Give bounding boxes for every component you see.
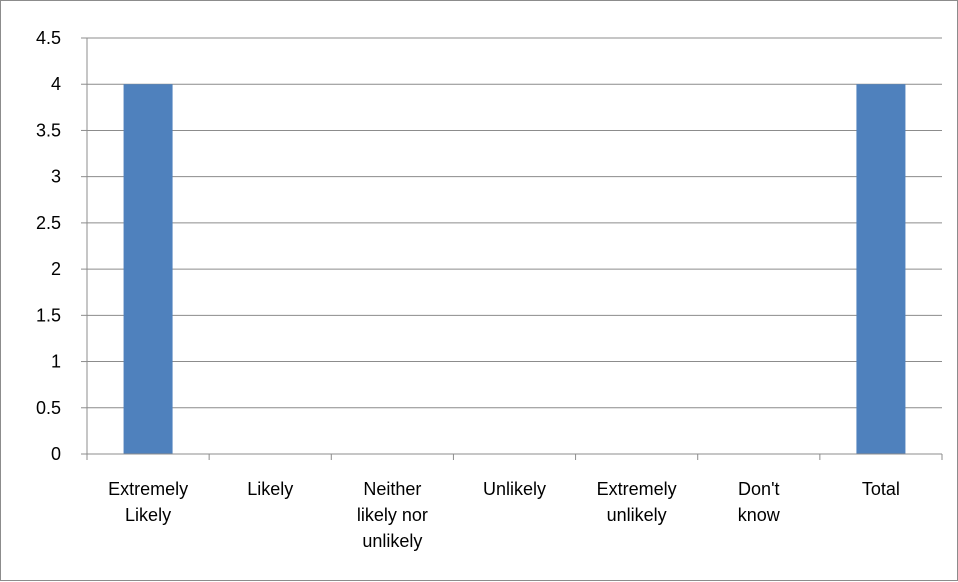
x-tick-label-line: know <box>738 505 781 525</box>
x-tick-label: Total <box>862 479 900 499</box>
x-tick-label-line: unlikely <box>362 531 422 551</box>
y-tick-label: 3.5 <box>36 120 61 140</box>
y-tick-label: 0.5 <box>36 398 61 418</box>
gridlines <box>87 37 942 409</box>
y-tick-label: 1.5 <box>36 305 61 325</box>
x-tick-label-line: likely nor <box>357 505 428 525</box>
x-tick-label-line: Extremely <box>597 479 677 499</box>
x-tick-label: Extremely Likely <box>108 479 188 525</box>
y-tick-label: 3 <box>51 167 61 187</box>
x-tick-label: Neither likely nor unlikely <box>357 479 428 551</box>
x-tick-label-line: Unlikely <box>483 479 546 499</box>
axes <box>81 37 943 460</box>
y-tick-labels: 0 0.5 1 1.5 2 2.5 3 3.5 4 4.5 <box>36 28 61 464</box>
bar <box>123 84 173 454</box>
x-tick-label: Don't know <box>738 479 781 525</box>
x-tick-label-line: Neither <box>363 479 421 499</box>
x-tick-label: Unlikely <box>483 479 546 499</box>
y-tick-label: 0 <box>51 444 61 464</box>
x-tick-label-line: Total <box>862 479 900 499</box>
x-tick-labels: Extremely Likely Likely Neither likely nor un… <box>108 479 900 551</box>
x-tick-label: Extremely unlikely <box>597 479 677 525</box>
x-tick-label-line: Extremely <box>108 479 188 499</box>
x-tick-label-line: Likely <box>125 505 171 525</box>
x-tick-label-line: Don't <box>738 479 779 499</box>
x-tick-label-line: unlikely <box>607 505 667 525</box>
bars <box>123 84 906 454</box>
x-tick-label: Likely <box>247 479 293 499</box>
y-tick-label: 4.5 <box>36 28 61 48</box>
y-tick-label: 2.5 <box>36 213 61 233</box>
bar <box>856 84 906 454</box>
x-tick-label-line: Likely <box>247 479 293 499</box>
y-tick-label: 4 <box>51 74 61 94</box>
y-tick-label: 2 <box>51 259 61 279</box>
y-tick-label: 1 <box>51 352 61 372</box>
